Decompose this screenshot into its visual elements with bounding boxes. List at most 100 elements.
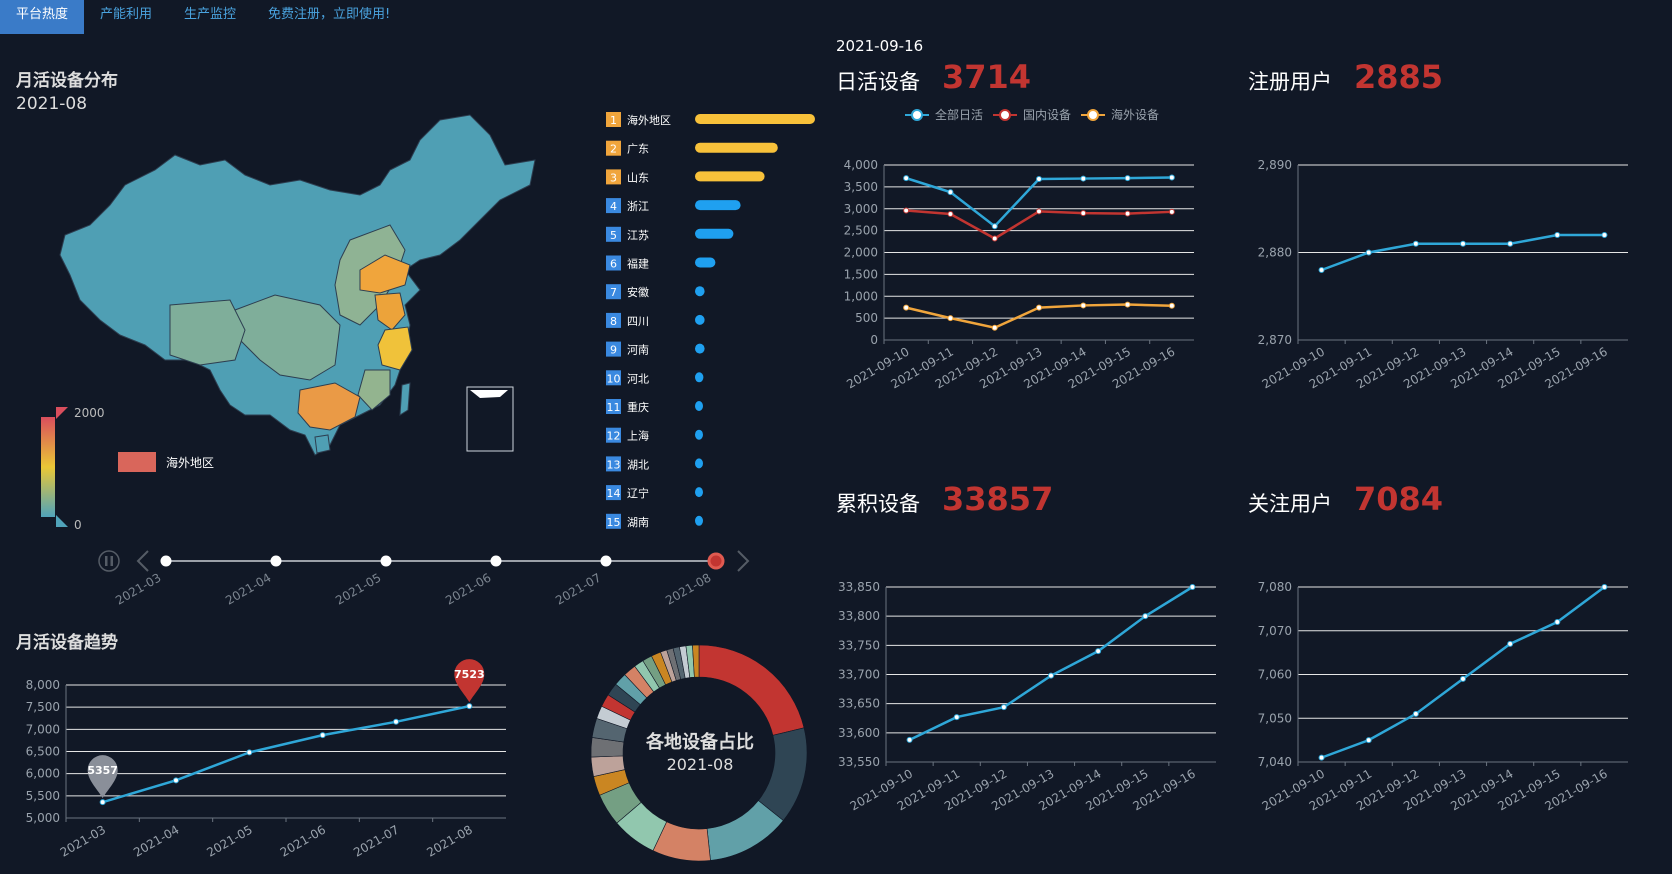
rank-number: 6	[610, 258, 617, 271]
rank-bar	[695, 200, 741, 211]
y-tick-label: 8,000	[26, 678, 60, 692]
rank-bar	[695, 228, 734, 239]
visual-map[interactable]: 2000 0	[40, 405, 120, 535]
y-tick-label: 3,500	[844, 180, 878, 194]
overseas-swatch	[118, 452, 156, 472]
y-tick-label: 7,500	[26, 700, 60, 714]
rank-number: 8	[610, 315, 617, 328]
x-tick-label: 2021-08	[424, 822, 474, 859]
rank-bar	[695, 487, 703, 498]
kpi-followers-value: 7084	[1354, 480, 1444, 518]
series-line-0	[905, 176, 1172, 228]
data-point	[903, 304, 910, 311]
data-point	[1460, 240, 1466, 247]
timeline-point	[490, 555, 502, 567]
map-region-shandong	[359, 254, 411, 294]
tab-production-monitor[interactable]: 生产监控	[184, 7, 237, 22]
rank-region-name: 河北	[627, 372, 649, 385]
top-nav: 平台热度 产能利用 生产监控 免费注册，立即使用!	[0, 0, 406, 34]
daily-chart-legend[interactable]: 全部日活 国内设备 海外设备	[905, 104, 1185, 126]
series-line-1	[906, 209, 1172, 240]
rank-bar	[695, 142, 778, 153]
map-region-central	[234, 294, 341, 381]
rank-badge	[606, 140, 621, 156]
timeline-point	[380, 555, 392, 567]
rank-bar	[695, 372, 704, 383]
daily-devices-chart[interactable]: 05001,0001,5002,0002,5003,0003,5004,0002…	[836, 150, 1216, 420]
data-point	[1036, 304, 1042, 311]
rank-badge	[606, 456, 621, 472]
cumulative-devices-chart[interactable]: 33,550 33,600 33,650 33,700 33,750 33,800 33,8…	[836, 575, 1216, 815]
tab-platform-heat[interactable]: 平台热度	[0, 0, 85, 34]
marker-label: 5357	[87, 764, 118, 777]
timeline-pause-button	[98, 550, 120, 572]
month-timeline[interactable]: 2021-03 2021-04 2021-05 2021-06 2021-07 2021-…	[90, 540, 770, 610]
y-tick-label: 2,890	[1258, 158, 1292, 172]
pause-bar-right	[110, 556, 113, 566]
data-point	[1168, 208, 1175, 215]
china-map[interactable]	[59, 114, 540, 485]
kpi-daily-value: 3714	[942, 58, 1032, 96]
y-tick-label: 0	[870, 333, 878, 347]
timeline-label: 2021-05	[333, 570, 383, 607]
data-point	[1080, 175, 1087, 182]
rank-region-name: 湖南	[627, 516, 649, 529]
tab-free-register[interactable]: 免费注册，立即使用!	[268, 7, 391, 22]
map-region-taiwan	[399, 382, 411, 416]
rank-number: 10	[607, 372, 621, 385]
pause-bar-left	[105, 556, 108, 566]
data-point	[947, 211, 954, 217]
rank-region-name: 安徽	[627, 285, 649, 299]
rank-badge	[606, 255, 621, 271]
map-region-hainan	[314, 434, 331, 454]
kpi-registered-value: 2885	[1354, 58, 1444, 96]
kpi-registered-label: 注册用户	[1248, 70, 1332, 94]
followers-chart[interactable]: 7,0407,0507,0607,0707,0802021-09-102021-…	[1248, 575, 1648, 815]
rank-number: 12	[607, 430, 621, 443]
map-panel-title: 月活设备分布	[16, 71, 118, 91]
legend-label: 海外设备	[1111, 107, 1159, 122]
rank-region-name: 湖北	[627, 458, 649, 471]
visual-map-min: 0	[74, 518, 82, 532]
donut-slice	[698, 644, 805, 736]
rank-badge	[606, 370, 621, 386]
rank-badge	[606, 341, 621, 357]
y-tick-label: 7,080	[1258, 580, 1292, 594]
timeline-point	[600, 555, 612, 567]
rank-bar	[695, 257, 716, 268]
y-tick-label: 33,800	[838, 609, 880, 623]
registered-users-chart[interactable]: 2,8702,8802,8902021-09-102021-09-112021-…	[1248, 150, 1648, 420]
region-share-donut[interactable]	[584, 638, 814, 868]
y-tick-label: 6,500	[26, 745, 60, 759]
rank-number: 1	[610, 114, 617, 127]
rank-number: 4	[610, 200, 617, 213]
rank-number: 9	[610, 344, 617, 357]
rank-region-name: 浙江	[627, 200, 649, 213]
timeline-point	[160, 555, 172, 567]
monthly-trend-chart[interactable]: 5,000 5,500 6,000 6,500 7,000 7,500 8,000 2021-…	[0, 650, 540, 874]
marker-pin	[87, 755, 118, 799]
timeline-prev-icon	[136, 550, 149, 572]
legend-label: 国内设备	[1023, 108, 1071, 122]
data-point	[903, 175, 910, 182]
data-point	[1124, 210, 1131, 217]
y-tick-label: 2,500	[844, 224, 878, 238]
rank-number: 15	[607, 516, 621, 529]
rank-bar	[695, 314, 705, 325]
y-tick-label: 7,060	[1258, 668, 1292, 682]
timeline-label: 2021-04	[223, 570, 273, 607]
rank-number: 5	[610, 229, 617, 242]
rank-badge	[606, 284, 621, 300]
data-point	[1365, 249, 1372, 256]
y-tick-label: 33,700	[838, 668, 880, 682]
donut-slice	[692, 644, 700, 678]
visual-map-handle-bottom	[56, 515, 68, 527]
y-tick-label: 5,500	[26, 789, 60, 803]
data-point	[1080, 210, 1087, 217]
kpi-date: 2021-09-16	[836, 37, 924, 55]
legend-label: 全部日活	[935, 107, 983, 122]
data-point	[1000, 704, 1007, 711]
rank-badge	[606, 399, 621, 414]
tab-capacity[interactable]: 产能利用	[100, 7, 153, 22]
data-point	[1412, 240, 1419, 247]
